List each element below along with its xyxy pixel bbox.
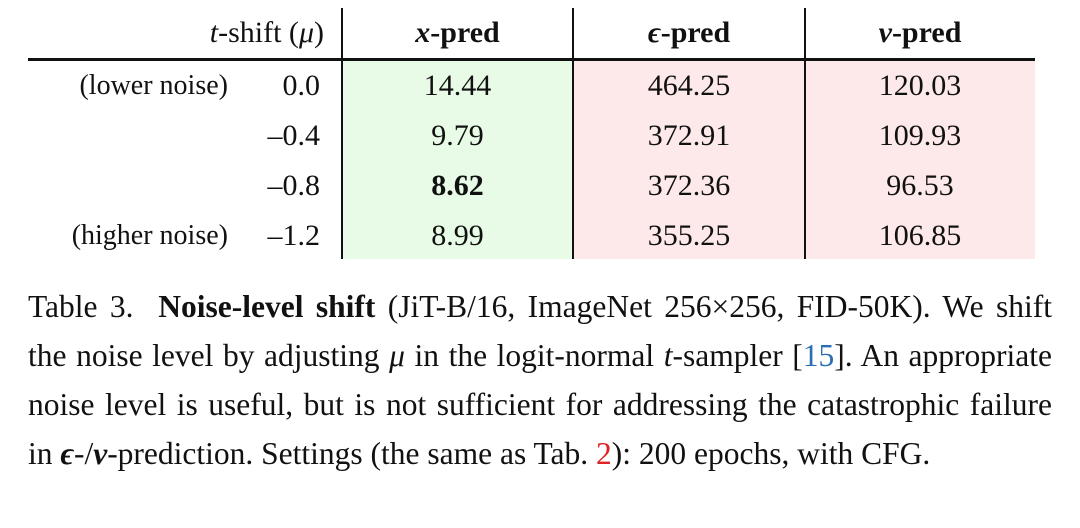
table-cell: 106.85 [878,219,962,252]
header-text: -pred [891,16,962,49]
caption-label: Table 3. [28,289,134,324]
table-cell: 9.79 [431,119,484,152]
table-cell: 355.25 [647,219,731,252]
row-shift: 0.0 [282,69,321,102]
citation[interactable]: 15 [802,338,835,373]
caption-text: in the logit-normal [404,338,664,373]
caption-text: ): 200 epochs, with CFG. [611,436,931,471]
caption-text: μ [389,338,405,373]
header-cell: x-pred [342,8,573,58]
row-shift: –0.4 [267,119,321,152]
caption-text: v [93,436,108,471]
caption-text: t [663,338,673,373]
col-divider [341,8,343,259]
table-cell: 8.99 [431,219,484,252]
row-shift: –0.8 [267,169,321,202]
caption-text: -prediction. Settings (the same as Tab. [107,436,597,471]
header-text: μ [298,16,314,49]
header-text: ) [314,16,324,49]
header-rule [28,58,1035,61]
row-note: (lower noise) [79,70,228,101]
col-divider [572,8,574,259]
table-cell: 96.53 [886,169,954,202]
row-shift: –1.2 [267,219,321,252]
table-cell: 14.44 [423,69,492,102]
caption-text: -sampler [ [672,338,803,373]
row-note: (higher noise) [71,220,228,251]
caption-text: ]. An appropriate noise level is useful,… [28,338,1052,471]
header-symbol: v [878,16,892,49]
header-cell: v-pred [805,8,1035,58]
table-cell: 372.91 [647,119,731,152]
header-text: -shift ( [218,16,299,49]
header-cell: ϵ-pred [573,8,805,58]
col-divider [804,8,806,259]
header-text: -pred [660,16,731,49]
header-text: -pred [430,16,500,49]
header-text: t [209,16,219,49]
caption: Table 3. Noise-level shift (JiT-B/16, Im… [28,282,1052,478]
xpred-bg [342,61,573,259]
table-cell: 372.36 [647,169,731,202]
table-ref[interactable]: 2 [596,436,612,471]
caption-text: (JiT-B/16, ImageNet 256×256, FID-50K). W… [28,289,1052,373]
table-cell: 8.62 [431,169,484,202]
header-symbol: x [415,16,431,49]
table-cell: 120.03 [878,69,962,102]
table-cell: 109.93 [878,119,962,152]
caption-text: -/ [73,436,94,471]
header-symbol: ϵ [647,16,661,49]
table-cell: 464.25 [647,69,731,102]
caption-title: Noise-level shift [158,289,376,324]
header-shift: t-shift (μ) [28,8,324,58]
caption-text: ϵ [60,436,74,471]
